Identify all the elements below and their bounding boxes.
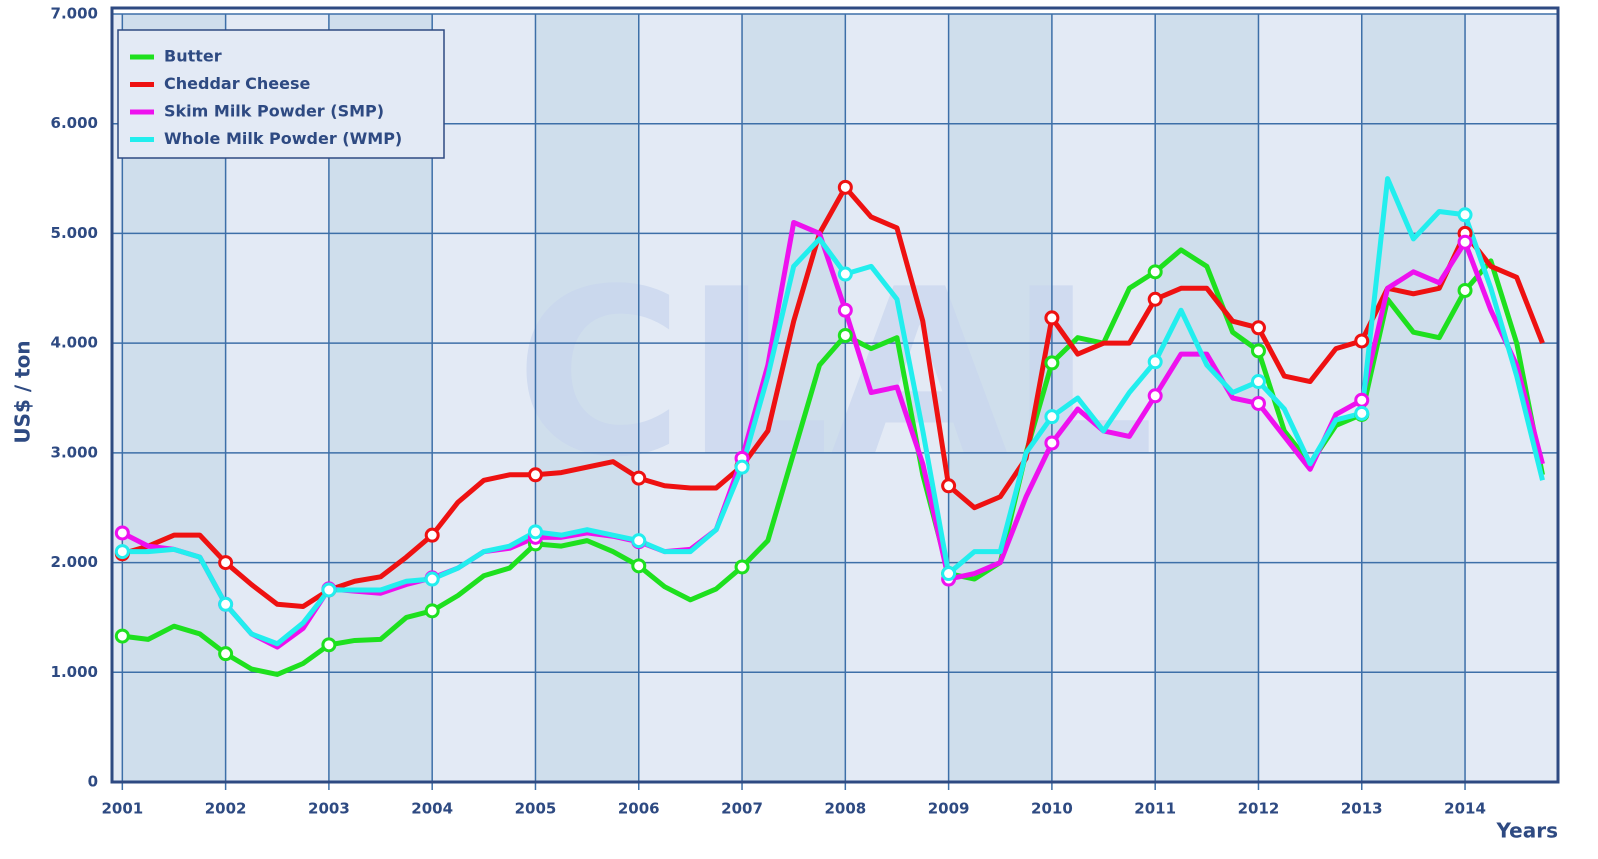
point-marker: [321, 582, 337, 598]
point-marker: [527, 467, 543, 483]
point-marker: [1044, 409, 1060, 425]
legend-label: Skim Milk Powder (SMP): [164, 102, 384, 121]
point-marker: [1250, 374, 1266, 390]
y-tick-label: 2.000: [51, 553, 98, 571]
x-tick-label: 2012: [1238, 800, 1280, 818]
x-tick-label: 2003: [308, 800, 350, 818]
point-marker: [1044, 355, 1060, 371]
point-marker: [424, 603, 440, 619]
x-tick-label: 2007: [721, 800, 763, 818]
year-band: [1361, 14, 1466, 782]
x-tick-label: 2004: [411, 800, 453, 818]
point-marker: [114, 628, 130, 644]
y-tick-label: 1.000: [51, 663, 98, 681]
point-marker: [837, 179, 853, 195]
point-marker: [1044, 435, 1060, 451]
point-marker: [1147, 291, 1163, 307]
legend-label: Whole Milk Powder (WMP): [164, 129, 402, 148]
point-marker: [218, 646, 234, 662]
point-marker: [941, 478, 957, 494]
point-marker: [218, 596, 234, 612]
plot-border: [110, 6, 1560, 784]
y-tick-label: 3.000: [51, 443, 98, 461]
point-marker: [734, 559, 750, 575]
x-tick-label: 2010: [1031, 800, 1073, 818]
legend-label: Cheddar Cheese: [164, 74, 311, 93]
point-marker: [631, 533, 647, 549]
point-marker: [837, 327, 853, 343]
legend-label: Butter: [164, 47, 222, 66]
year-band: [535, 14, 639, 782]
y-tick-label: 4.000: [51, 334, 98, 352]
x-axis-label: Years: [1496, 819, 1558, 843]
point-marker: [1147, 388, 1163, 404]
x-tick-label: 2002: [205, 800, 247, 818]
point-marker: [1250, 343, 1266, 359]
point-marker: [424, 571, 440, 587]
y-tick-label: 7.000: [51, 5, 98, 23]
point-marker: [631, 470, 647, 486]
y-axis-label: US$ / ton: [11, 340, 35, 443]
y-tick-label: 6.000: [51, 114, 98, 132]
point-marker: [1354, 405, 1370, 421]
point-marker: [1250, 320, 1266, 336]
point-marker: [1354, 392, 1370, 408]
x-tick-label: 2006: [618, 800, 660, 818]
point-marker: [941, 566, 957, 582]
x-tick-label: 2008: [824, 800, 866, 818]
point-marker: [837, 266, 853, 282]
point-marker: [1147, 354, 1163, 370]
x-tick-label: 2014: [1444, 800, 1486, 818]
point-marker: [321, 637, 337, 653]
point-marker: [734, 459, 750, 475]
point-marker: [1457, 282, 1473, 298]
point-marker: [631, 558, 647, 574]
x-tick-label: 2009: [928, 800, 970, 818]
point-marker: [218, 555, 234, 571]
series-line: [122, 176, 1545, 647]
point-marker: [1457, 234, 1473, 250]
x-tick-label: 2011: [1134, 800, 1176, 818]
point-marker: [1147, 264, 1163, 280]
x-tick-label: 2013: [1341, 800, 1383, 818]
x-tick-label: 2005: [515, 800, 557, 818]
x-tick-label: 2001: [101, 800, 143, 818]
point-marker: [837, 302, 853, 318]
point-marker: [114, 525, 130, 541]
point-marker: [1044, 310, 1060, 326]
series-line: [121, 184, 1545, 609]
y-tick-label: 5.000: [51, 224, 98, 242]
legend-box: [117, 29, 445, 159]
point-marker: [114, 544, 130, 560]
point-marker: [1250, 395, 1266, 411]
point-marker: [424, 527, 440, 543]
point-marker: [1354, 333, 1370, 349]
point-marker: [527, 524, 543, 540]
y-tick-label: 0: [88, 773, 98, 791]
point-marker: [1457, 207, 1473, 223]
